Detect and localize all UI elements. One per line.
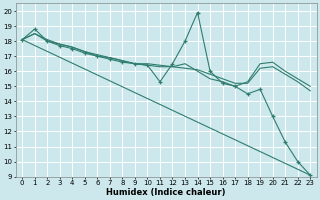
X-axis label: Humidex (Indice chaleur): Humidex (Indice chaleur) [107, 188, 226, 197]
